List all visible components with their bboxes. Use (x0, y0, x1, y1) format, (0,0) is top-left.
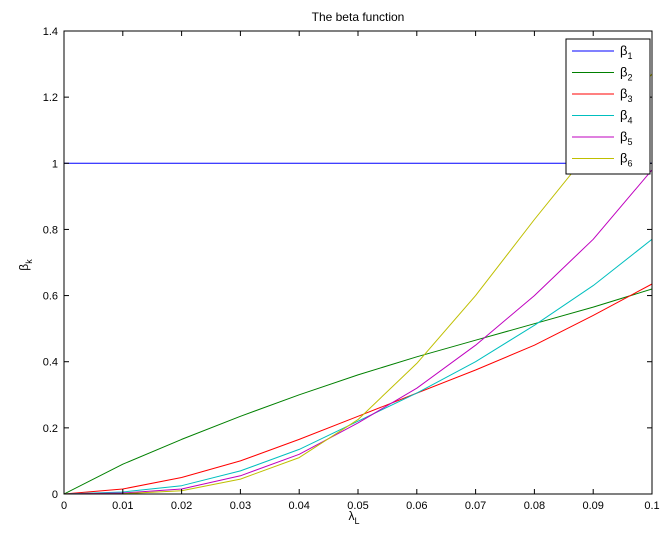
legend-label-sub: 2 (627, 73, 632, 83)
x-tick-label: 0.01 (112, 500, 133, 512)
y-tick-label: 1.2 (43, 92, 58, 104)
legend-label-sub: 4 (627, 116, 632, 126)
y-tick-label: 0.6 (43, 291, 58, 303)
x-tick-label: 0.09 (582, 500, 603, 512)
legend-label-main: β (620, 129, 627, 144)
x-tick-label: 0.04 (288, 500, 309, 512)
y-tick-label: 0.2 (43, 423, 58, 435)
x-tick-label: 0.07 (465, 500, 486, 512)
y-tick-label: 0 (52, 489, 58, 501)
y-axis-label: βk (17, 259, 34, 271)
legend-label-sub: 5 (627, 137, 632, 147)
legend-label-main: β (620, 65, 627, 80)
legend-box (566, 39, 650, 174)
plot-area (64, 31, 652, 494)
x-axis-label-sub: L (354, 516, 359, 526)
legend-label-sub: 1 (627, 51, 632, 61)
x-tick-label: 0 (61, 500, 67, 512)
y-tick-label: 0.4 (43, 357, 58, 369)
y-tick-label: 1 (52, 158, 58, 170)
x-tick-label: 0.06 (406, 500, 427, 512)
x-tick-label: 0.1 (644, 500, 659, 512)
legend-label-main: β (620, 43, 627, 58)
legend-label-main: β (620, 151, 627, 166)
y-axis-label-sub: k (24, 259, 34, 264)
legend-label-main: β (620, 86, 627, 101)
x-tick-label: 0.02 (171, 500, 192, 512)
chart-title: The beta function (312, 10, 405, 24)
y-tick-label: 0.8 (43, 224, 58, 236)
legend-label-main: β (620, 108, 627, 123)
y-tick-label: 1.4 (43, 26, 58, 38)
legend-label-sub: 3 (627, 94, 632, 104)
x-tick-label: 0.03 (230, 500, 251, 512)
x-tick-label: 0.08 (524, 500, 545, 512)
legend-label-sub: 6 (627, 159, 632, 169)
